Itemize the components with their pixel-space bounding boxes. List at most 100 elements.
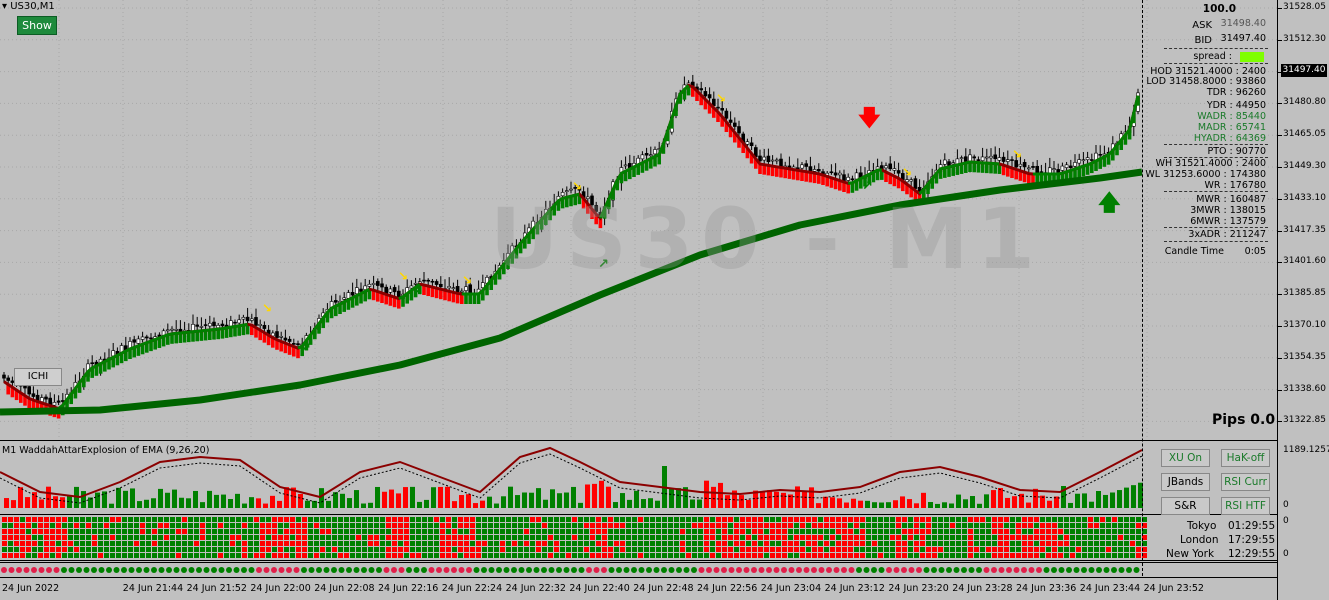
time-tick-label: 24 Jun 22:56 bbox=[697, 583, 758, 594]
heatmap-cell bbox=[134, 553, 139, 558]
heatmap-cell bbox=[374, 523, 379, 528]
heatmap-cell bbox=[476, 541, 481, 546]
heatmap-cell bbox=[578, 541, 583, 546]
heatmap-cell bbox=[674, 535, 679, 540]
xu-on-button[interactable]: XU On bbox=[1161, 449, 1210, 467]
heatmap-cell bbox=[500, 553, 505, 558]
signal-dot bbox=[443, 567, 450, 573]
signal-dot bbox=[113, 567, 120, 573]
price-axis[interactable]: 31528.0531512.3031496.5531480.8031465.05… bbox=[1277, 0, 1329, 600]
heatmap-cell bbox=[266, 523, 271, 528]
heatmap-cell bbox=[194, 529, 199, 534]
histogram-bar bbox=[81, 491, 86, 508]
heatmap-cell bbox=[734, 541, 739, 546]
histogram-bar bbox=[130, 488, 135, 508]
candle-body bbox=[1052, 168, 1056, 170]
trend-block bbox=[623, 171, 628, 182]
heatmap-cell bbox=[176, 541, 181, 546]
histogram-bar bbox=[956, 494, 961, 508]
hak-off-button[interactable]: HaK-off bbox=[1221, 449, 1270, 467]
time-tick-label: 24 Jun 23:28 bbox=[952, 583, 1013, 594]
trend-block bbox=[884, 172, 888, 182]
heatmap-cell bbox=[338, 541, 343, 546]
rsi-curr-button[interactable]: RSI Curr bbox=[1221, 473, 1270, 491]
trend-block bbox=[409, 290, 414, 301]
heatmap-cell bbox=[920, 547, 925, 552]
heatmap-cell bbox=[722, 553, 727, 558]
trend-block bbox=[245, 324, 250, 335]
histogram-bar bbox=[893, 500, 898, 508]
trend-block bbox=[317, 323, 321, 334]
heatmap-cell bbox=[950, 517, 955, 522]
trend-block bbox=[229, 327, 233, 338]
heatmap-cell bbox=[320, 523, 325, 528]
heatmap-cell bbox=[512, 535, 517, 540]
heatmap-cell bbox=[224, 541, 229, 546]
heatmap-cell bbox=[878, 553, 883, 558]
snr-button[interactable]: S&R bbox=[1161, 497, 1210, 515]
trend-block bbox=[556, 200, 561, 211]
heatmap-cell bbox=[50, 529, 55, 534]
jbands-button[interactable]: JBands bbox=[1161, 473, 1210, 491]
symbol-label: ▾ US30,M1 bbox=[2, 1, 55, 12]
heatmap-cell bbox=[572, 529, 577, 534]
ichi-button[interactable]: ICHI bbox=[14, 368, 62, 386]
heatmap-cell bbox=[272, 535, 277, 540]
heatmap-cell bbox=[86, 523, 91, 528]
histogram-bar bbox=[88, 497, 93, 508]
trend-block bbox=[770, 166, 775, 177]
show-button[interactable]: Show bbox=[17, 16, 57, 35]
heatmap-cell bbox=[74, 529, 79, 534]
heatmap-cell bbox=[752, 517, 757, 522]
heatmap-cell bbox=[26, 523, 31, 528]
heatmap-cell bbox=[152, 535, 157, 540]
trend-block bbox=[745, 148, 750, 159]
trend-block bbox=[1106, 154, 1111, 165]
heatmap-cell bbox=[986, 541, 991, 546]
heatmap-cell bbox=[644, 553, 649, 558]
candle-body bbox=[422, 279, 426, 282]
heatmap-cell bbox=[494, 523, 499, 528]
heatmap-cell bbox=[1082, 553, 1087, 558]
heatmap-cell bbox=[1130, 517, 1135, 522]
candle-body bbox=[1035, 165, 1039, 174]
heatmap-cell bbox=[8, 535, 13, 540]
price-chart-area[interactable]: ↗ ↗ ↗ ↗ ↘ ↘ ↘ ↘ ↘ ↘ ↘ 🡇 🡅 bbox=[0, 0, 1277, 441]
heatmap-cell bbox=[1124, 535, 1129, 540]
info-separator bbox=[1164, 144, 1268, 145]
heatmap-cell bbox=[290, 541, 295, 546]
heatmap-cell bbox=[758, 523, 763, 528]
candle-body bbox=[758, 155, 762, 162]
heatmap-cell bbox=[2, 517, 7, 522]
trend-block bbox=[728, 127, 733, 138]
heatmap-cell bbox=[950, 547, 955, 552]
rsi-htf-button[interactable]: RSI HTF bbox=[1221, 497, 1270, 515]
heatmap-cell bbox=[752, 529, 757, 534]
heatmap-indicator[interactable] bbox=[0, 515, 1277, 561]
heatmap-cell bbox=[518, 523, 523, 528]
heatmap-cell bbox=[26, 529, 31, 534]
heatmap-cell bbox=[956, 517, 961, 522]
heatmap-cell bbox=[938, 553, 943, 558]
heatmap-cell bbox=[92, 517, 97, 522]
heatmap-cell bbox=[392, 517, 397, 522]
trend-block bbox=[644, 160, 649, 171]
heatmap-cell bbox=[320, 517, 325, 522]
trend-block bbox=[670, 118, 674, 129]
signal-dot bbox=[196, 567, 202, 573]
trend-block bbox=[35, 401, 40, 412]
dots-indicator[interactable] bbox=[0, 562, 1277, 578]
candle-body bbox=[951, 162, 956, 165]
heatmap-cell bbox=[434, 535, 439, 540]
trend-block bbox=[691, 86, 695, 97]
candle-body bbox=[254, 317, 258, 326]
histogram-bar bbox=[1033, 488, 1038, 508]
bid-value: 31497.40 bbox=[1220, 33, 1266, 44]
heatmap-cell bbox=[62, 523, 67, 528]
info-separator bbox=[1164, 157, 1268, 158]
heatmap-cell bbox=[38, 541, 43, 546]
mwr6-row: 6MWR : 137579 bbox=[1190, 216, 1266, 227]
heatmap-cell bbox=[704, 547, 709, 552]
heatmap-cell bbox=[14, 535, 19, 540]
waddah-attar-indicator[interactable] bbox=[0, 442, 1277, 515]
